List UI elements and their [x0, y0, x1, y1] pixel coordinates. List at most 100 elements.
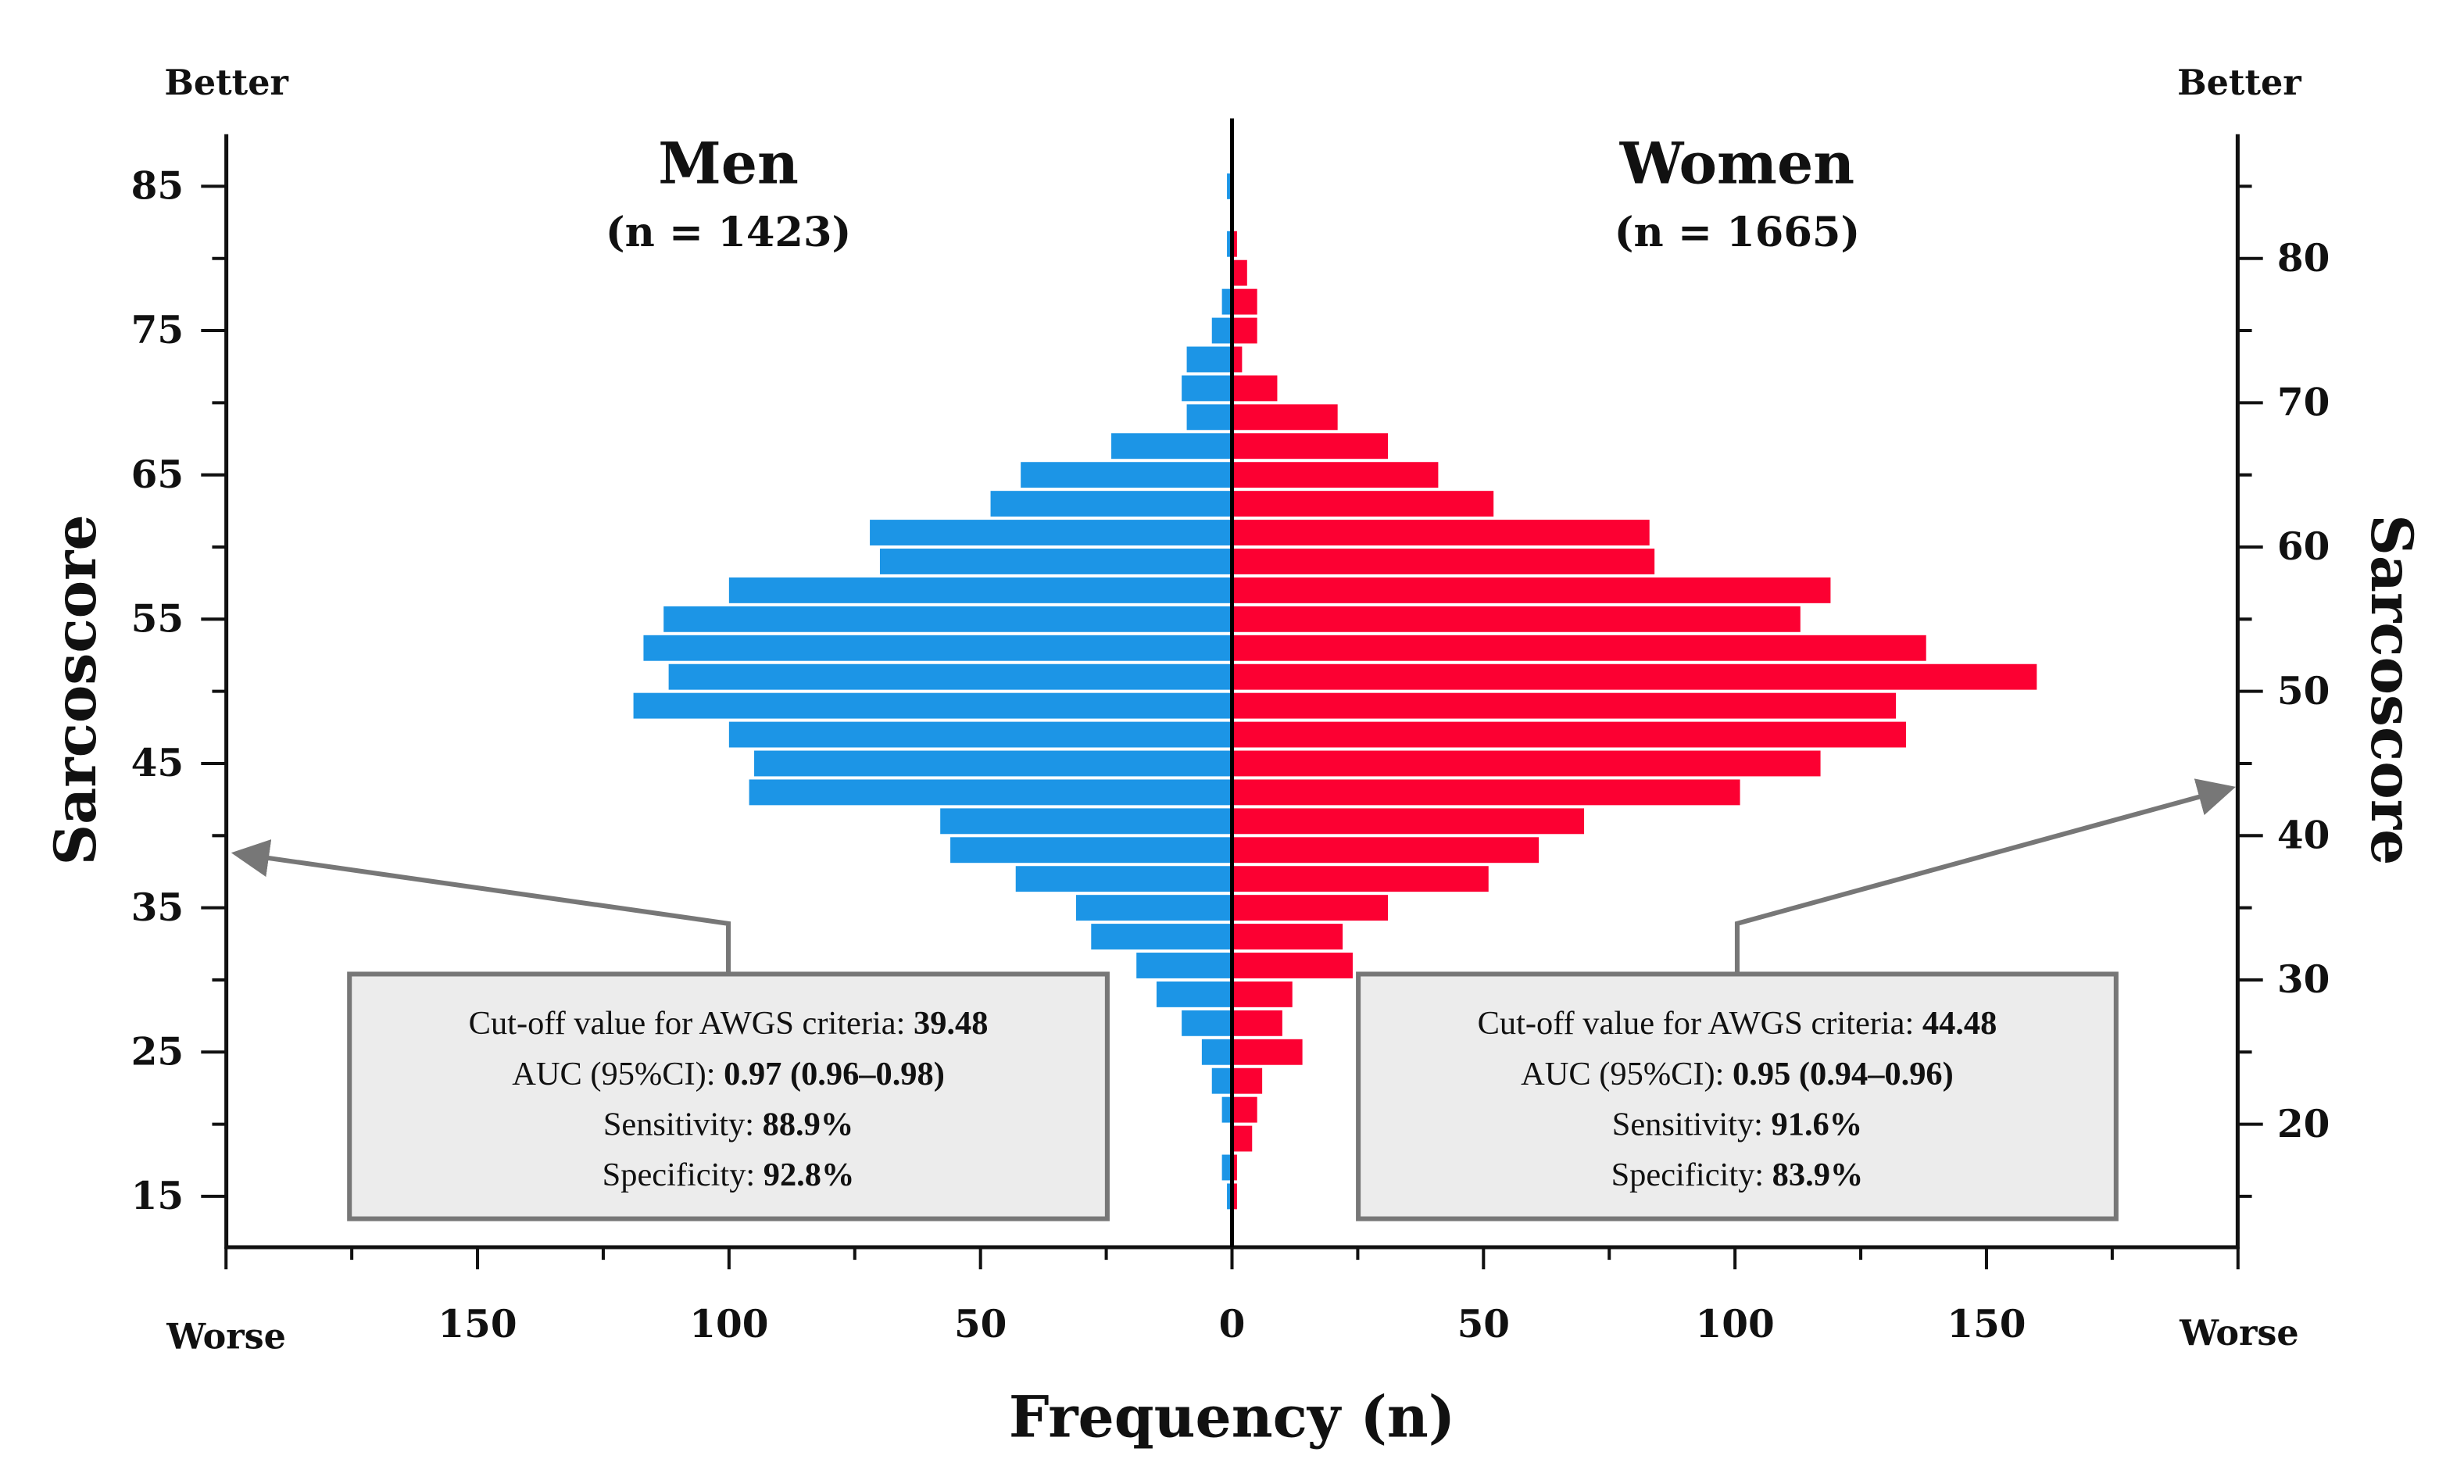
specificity-label: Specificity:: [603, 1157, 764, 1193]
y-right-tick-label: 30: [2277, 957, 2330, 1002]
women-bar-41: [1232, 808, 1585, 835]
svg-text:AUC (95%CI): 0.97 (0.96–0.98): AUC (95%CI): 0.97 (0.96–0.98): [512, 1056, 945, 1092]
men-bar-69: [1186, 404, 1232, 431]
women-bar-79: [1232, 259, 1247, 286]
x-tick-label: 100: [1696, 1302, 1775, 1346]
men-bar-53: [643, 635, 1232, 661]
women-bar-53: [1232, 635, 1926, 661]
women-bar-75: [1232, 317, 1257, 344]
women-bar-43: [1232, 779, 1740, 806]
x-tick-label: 150: [1947, 1302, 2026, 1346]
men-bar-39: [950, 837, 1232, 864]
women-bar-77: [1232, 288, 1257, 315]
men-bar-25: [1201, 1039, 1232, 1065]
women-bar-27: [1232, 1010, 1282, 1036]
women-bar-69: [1232, 404, 1338, 431]
x-tick-label: 0: [1219, 1302, 1246, 1346]
men-bar-29: [1156, 981, 1232, 1007]
women-bar-39: [1232, 837, 1540, 864]
worse-left-label: Worse: [166, 1316, 286, 1357]
women-bar-47: [1232, 721, 1906, 748]
men-bar-41: [940, 808, 1232, 835]
y-left-tick-label: 15: [131, 1174, 184, 1218]
men-bar-51: [668, 663, 1232, 690]
men-bar-23: [1211, 1067, 1232, 1094]
y-right-tick-label: 40: [2277, 813, 2330, 857]
women-bar-61: [1232, 520, 1650, 545]
women-bar-81: [1232, 231, 1237, 257]
men-bar-65: [1021, 462, 1232, 488]
specificity-value: 92.8%: [764, 1157, 855, 1193]
y-axis-title-left: Sarcoscore: [43, 514, 109, 865]
men-bar-35: [1075, 895, 1232, 921]
women-bar-37: [1232, 866, 1489, 892]
women-annotation-box: Cut-off value for AWGS criteria: 44.48 A…: [1356, 971, 2119, 1221]
men-bar-85: [1227, 173, 1232, 199]
cutoff-value: 39.48: [914, 1005, 988, 1042]
women-bar-55: [1232, 606, 1801, 632]
y-axis-title-right: Sarcoscore: [2358, 514, 2424, 865]
y-right-tick-label: 60: [2277, 524, 2330, 569]
y-right-tick-label: 80: [2277, 236, 2330, 281]
women-bar-19: [1232, 1125, 1253, 1152]
men-bar-27: [1182, 1010, 1232, 1036]
women-n-label: (n = 1665): [1615, 209, 1861, 256]
men-bar-59: [879, 549, 1232, 574]
men-bar-75: [1211, 317, 1232, 344]
women-bar-23: [1232, 1067, 1263, 1094]
svg-text:Cut-off value for AWGS criteri: Cut-off value for AWGS criteria: 44.48: [1478, 1005, 1997, 1042]
women-bar-67: [1232, 433, 1389, 460]
men-cutoff-arrow: [231, 839, 731, 974]
men-title: Men: [658, 131, 799, 197]
x-tick-label: 150: [438, 1302, 517, 1346]
x-axis-title: Frequency (n): [1009, 1384, 1455, 1450]
svg-text:Specificity: 83.9%: Specificity: 83.9%: [1611, 1157, 1864, 1193]
y-left-tick-label: 55: [131, 596, 184, 641]
sensitivity-label: Sensitivity:: [603, 1107, 763, 1143]
cutoff-value: 44.48: [1922, 1005, 1997, 1042]
women-title: Women: [1619, 131, 1854, 197]
y-left-tick-label: 85: [131, 164, 184, 209]
men-bar-55: [663, 606, 1232, 632]
women-bar-33: [1232, 924, 1343, 949]
men-bar-81: [1227, 231, 1232, 257]
bars-group: [633, 173, 2037, 1210]
svg-text:AUC (95%CI): 0.95 (0.94–0.96): AUC (95%CI): 0.95 (0.94–0.96): [1521, 1056, 1954, 1092]
women-bar-65: [1232, 462, 1439, 488]
y-left-tick-label: 75: [131, 308, 184, 352]
men-bar-49: [633, 692, 1232, 719]
women-bar-31: [1232, 953, 1353, 978]
better-left-label: Better: [164, 63, 288, 103]
auc-label: AUC (95%CI):: [512, 1056, 724, 1092]
y-right-tick-label: 50: [2277, 669, 2330, 713]
ticks-group: 150 100 50 0 50 100 150 85 75 65 55 45 35 25 15 80 70 60 5…: [131, 164, 2330, 1347]
men-bar-21: [1221, 1096, 1232, 1123]
y-left-tick-label: 65: [131, 452, 184, 497]
y-left-tick-label: 45: [131, 741, 184, 785]
women-bar-51: [1232, 663, 2037, 690]
svg-text:Specificity: 92.8%: Specificity: 92.8%: [603, 1157, 855, 1193]
men-bar-37: [1015, 866, 1232, 892]
men-bar-73: [1186, 346, 1232, 373]
men-bar-67: [1111, 433, 1232, 460]
specificity-label: Specificity:: [1611, 1157, 1772, 1193]
sensitivity-value: 91.6%: [1772, 1107, 1863, 1143]
svg-text:Sensitivity: 88.9%: Sensitivity: 88.9%: [603, 1107, 853, 1143]
women-bar-59: [1232, 549, 1655, 574]
men-bar-31: [1136, 953, 1232, 978]
better-right-label: Better: [2177, 63, 2301, 103]
women-bar-63: [1232, 491, 1494, 517]
auc-value: 0.95 (0.94–0.96): [1733, 1056, 1954, 1092]
y-right-tick-label: 20: [2277, 1102, 2330, 1146]
men-bar-71: [1182, 375, 1232, 402]
men-bar-77: [1221, 288, 1232, 315]
men-bar-45: [754, 750, 1232, 777]
cutoff-label: Cut-off value for AWGS criteria:: [1478, 1005, 1922, 1042]
women-bar-17: [1232, 1154, 1237, 1181]
women-cutoff-arrow: [1734, 778, 2236, 974]
men-bar-15: [1227, 1183, 1232, 1210]
men-bar-63: [990, 491, 1232, 517]
women-bar-15: [1232, 1183, 1237, 1210]
auc-value: 0.97 (0.96–0.98): [724, 1056, 945, 1092]
